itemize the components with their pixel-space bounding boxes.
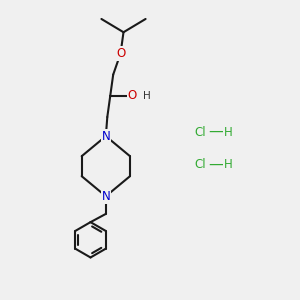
Text: O: O (128, 89, 137, 102)
Text: H: H (224, 126, 232, 139)
Text: N: N (101, 130, 110, 143)
Text: —: — (208, 124, 223, 139)
Text: Cl: Cl (194, 158, 206, 171)
Text: H: H (224, 158, 232, 171)
Text: Cl: Cl (194, 126, 206, 139)
Text: N: N (101, 190, 110, 203)
Text: H: H (142, 91, 150, 101)
Text: —: — (208, 157, 223, 172)
Text: O: O (116, 47, 125, 60)
